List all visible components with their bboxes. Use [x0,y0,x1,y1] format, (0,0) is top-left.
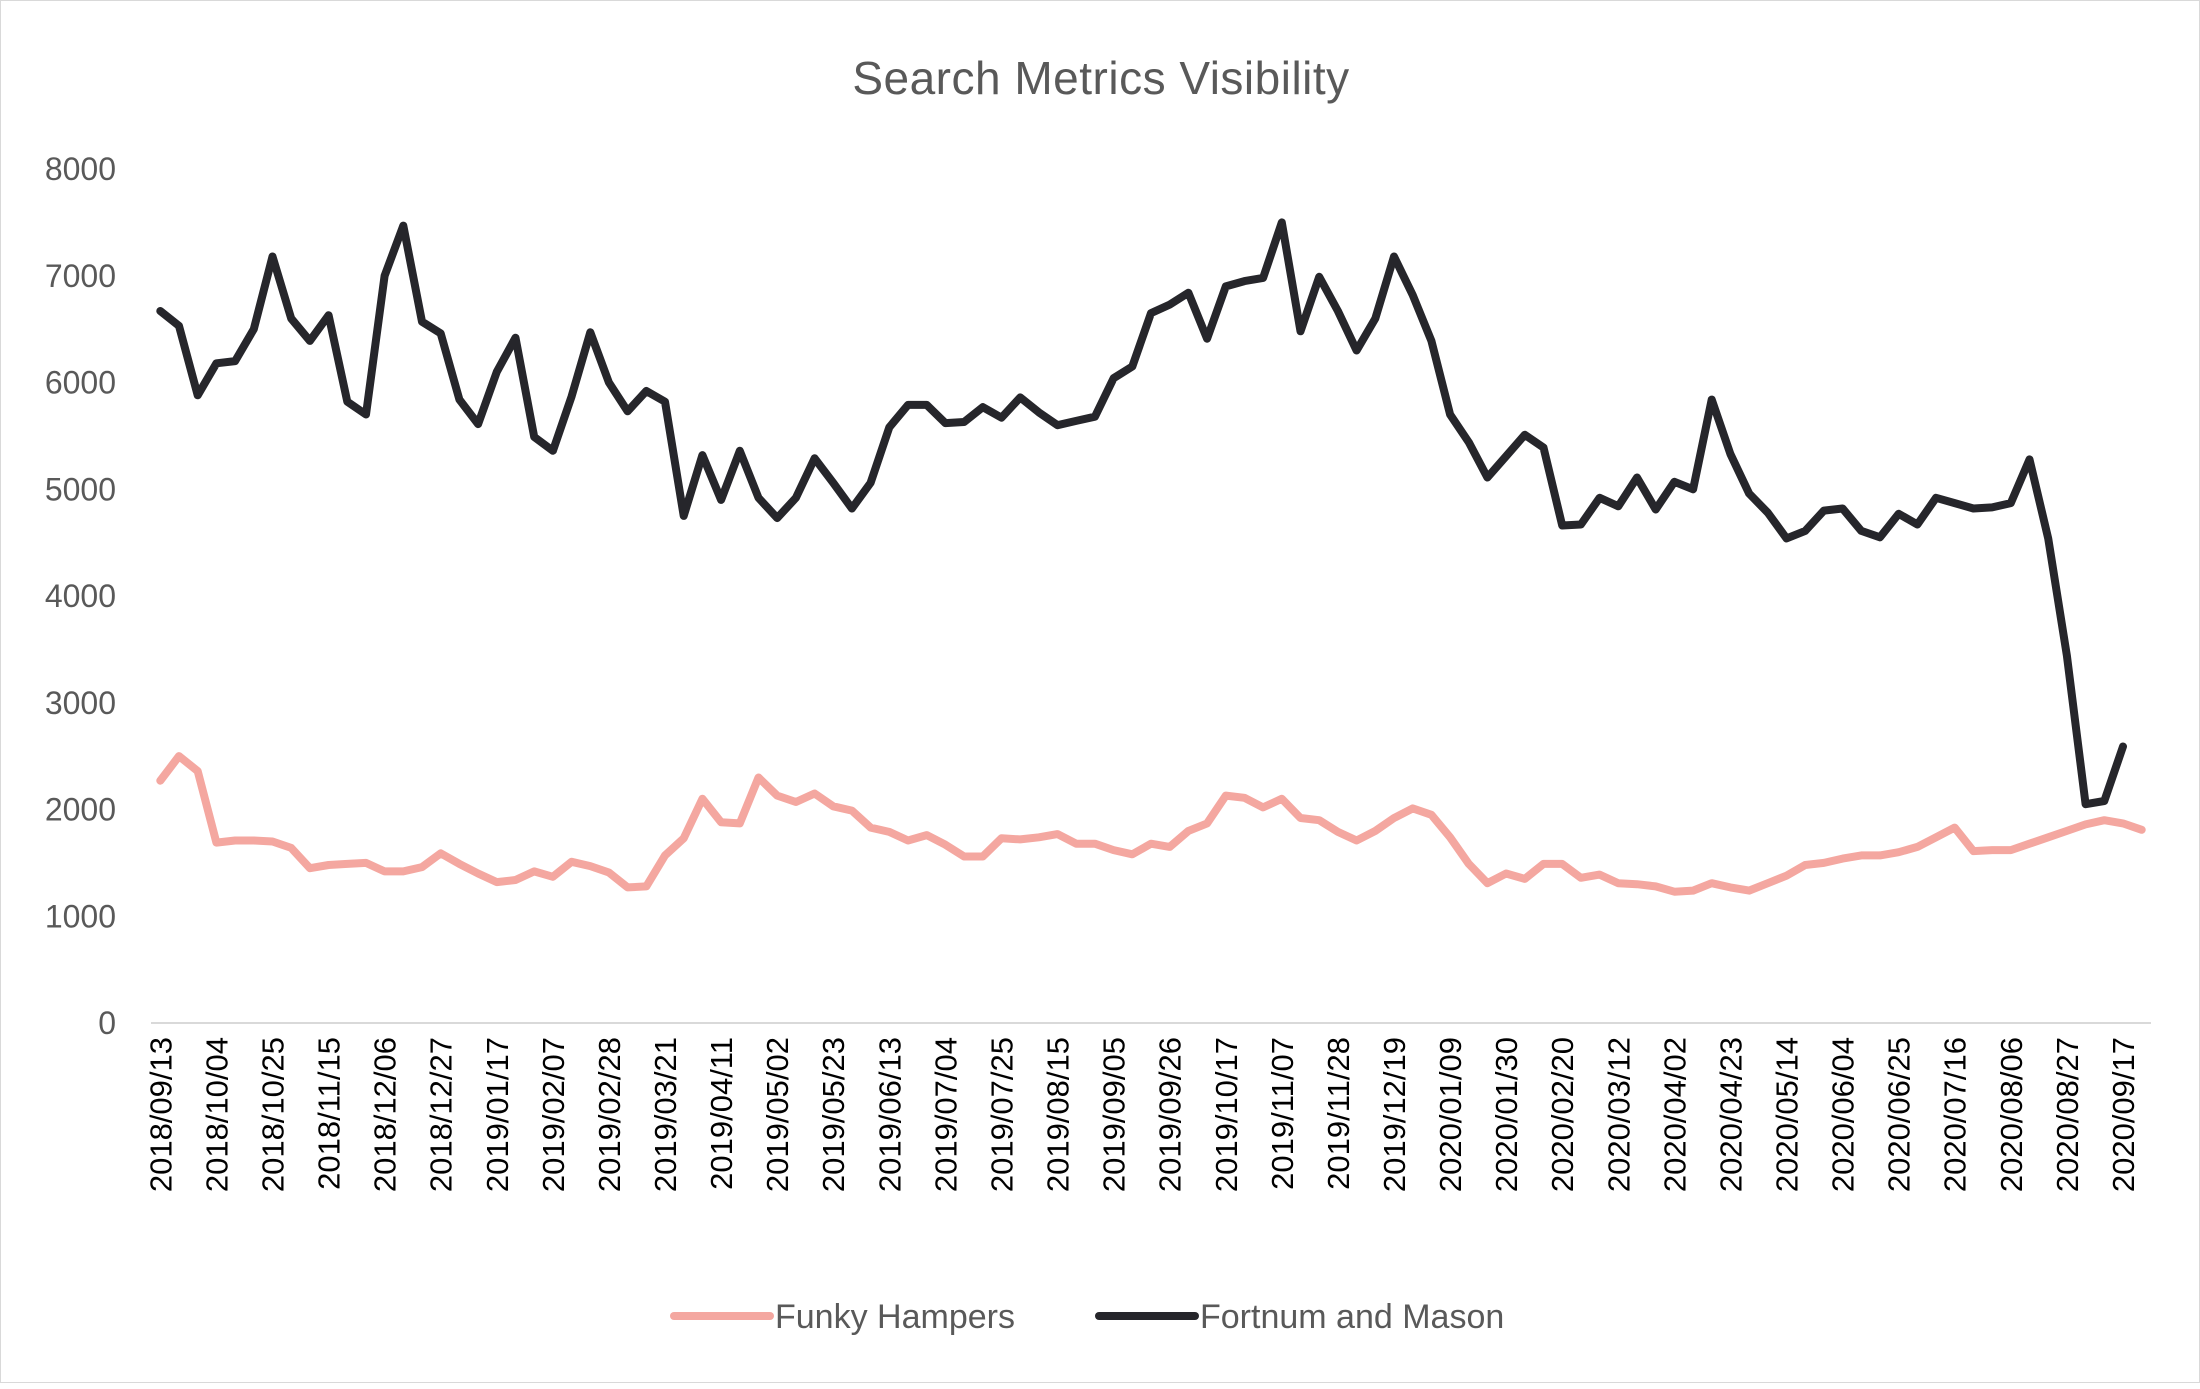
x-tick-label: 2020/06/25 [1882,1037,1917,1192]
y-tick-label: 8000 [45,151,116,187]
x-tick-label: 2019/02/28 [592,1037,627,1192]
series-layer [156,218,2146,896]
y-tick-label: 5000 [45,471,116,507]
x-tick-label: 2019/12/19 [1377,1037,1412,1192]
legend-label: Fortnum and Mason [1200,1298,1504,1336]
x-tick-label: 2019/08/15 [1041,1037,1076,1192]
x-tick-label: 2019/03/21 [648,1037,683,1192]
x-tick-label: 2018/10/04 [199,1037,234,1192]
y-tick-label: 6000 [45,365,116,401]
y-tick-label: 7000 [45,258,116,294]
x-tick-label: 2019/01/17 [480,1037,515,1192]
x-tick-label: 2019/11/07 [1265,1037,1300,1190]
legend-label: Funky Hampers [775,1298,1015,1336]
x-tick-label: 2019/07/04 [928,1037,963,1192]
y-axis: 0 1000 2000 3000 4000 5000 6000 7000 8000 [45,151,116,1041]
x-tick-label: 2020/08/27 [2050,1037,2085,1192]
x-tick-label: 2019/09/05 [1097,1037,1132,1192]
series-line-fortnum-and-mason [156,218,2127,809]
x-tick-label: 2020/01/30 [1489,1037,1524,1192]
x-tick-label: 2019/04/11 [704,1037,739,1190]
legend-item: Funky Hampers [670,1298,1015,1336]
legend: Funky Hampers Fortnum and Mason [670,1298,1504,1336]
y-tick-label: 3000 [45,685,116,721]
x-tick-label: 2018/12/27 [424,1037,459,1192]
x-tick-label: 2020/02/20 [1545,1037,1580,1192]
y-tick-label: 0 [98,1005,116,1041]
x-tick-label: 2018/10/25 [255,1037,290,1192]
x-tick-label: 2020/09/17 [2106,1037,2141,1192]
x-tick-label: 2020/04/23 [1713,1037,1748,1192]
legend-item: Fortnum and Mason [1095,1298,1504,1336]
x-tick-label: 2019/11/28 [1321,1037,1356,1190]
x-tick-label: 2019/06/13 [872,1037,907,1192]
x-tick-label: 2020/04/02 [1657,1037,1692,1192]
y-tick-label: 1000 [45,898,116,934]
x-tick-label: 2019/09/26 [1153,1037,1188,1192]
x-tick-label: 2018/09/13 [143,1037,178,1192]
x-tick-label: 2019/10/17 [1209,1037,1244,1192]
y-tick-label: 2000 [45,792,116,828]
x-tick-label: 2020/05/14 [1770,1037,1805,1192]
x-tick-label: 2020/08/06 [1994,1037,2029,1192]
x-tick-label: 2018/11/15 [312,1037,347,1190]
chart-title: Search Metrics Visibility [852,52,1349,104]
x-tick-label: 2019/02/07 [536,1037,571,1192]
x-tick-label: 2018/12/06 [368,1037,403,1192]
x-tick-label: 2019/05/02 [760,1037,795,1192]
x-tick-label: 2020/06/04 [1826,1037,1861,1192]
x-tick-label: 2019/05/23 [816,1037,851,1192]
x-tick-label: 2019/07/25 [984,1037,1019,1192]
x-tick-label: 2020/07/16 [1938,1037,1973,1192]
x-tick-label: 2020/03/12 [1601,1037,1636,1192]
x-axis: 2018/09/13 2018/10/04 2018/10/25 2018/11/15… [143,1037,2141,1192]
y-tick-label: 4000 [45,578,116,614]
series-line-funky-hampers [156,752,2146,896]
x-tick-label: 2020/01/09 [1433,1037,1468,1192]
